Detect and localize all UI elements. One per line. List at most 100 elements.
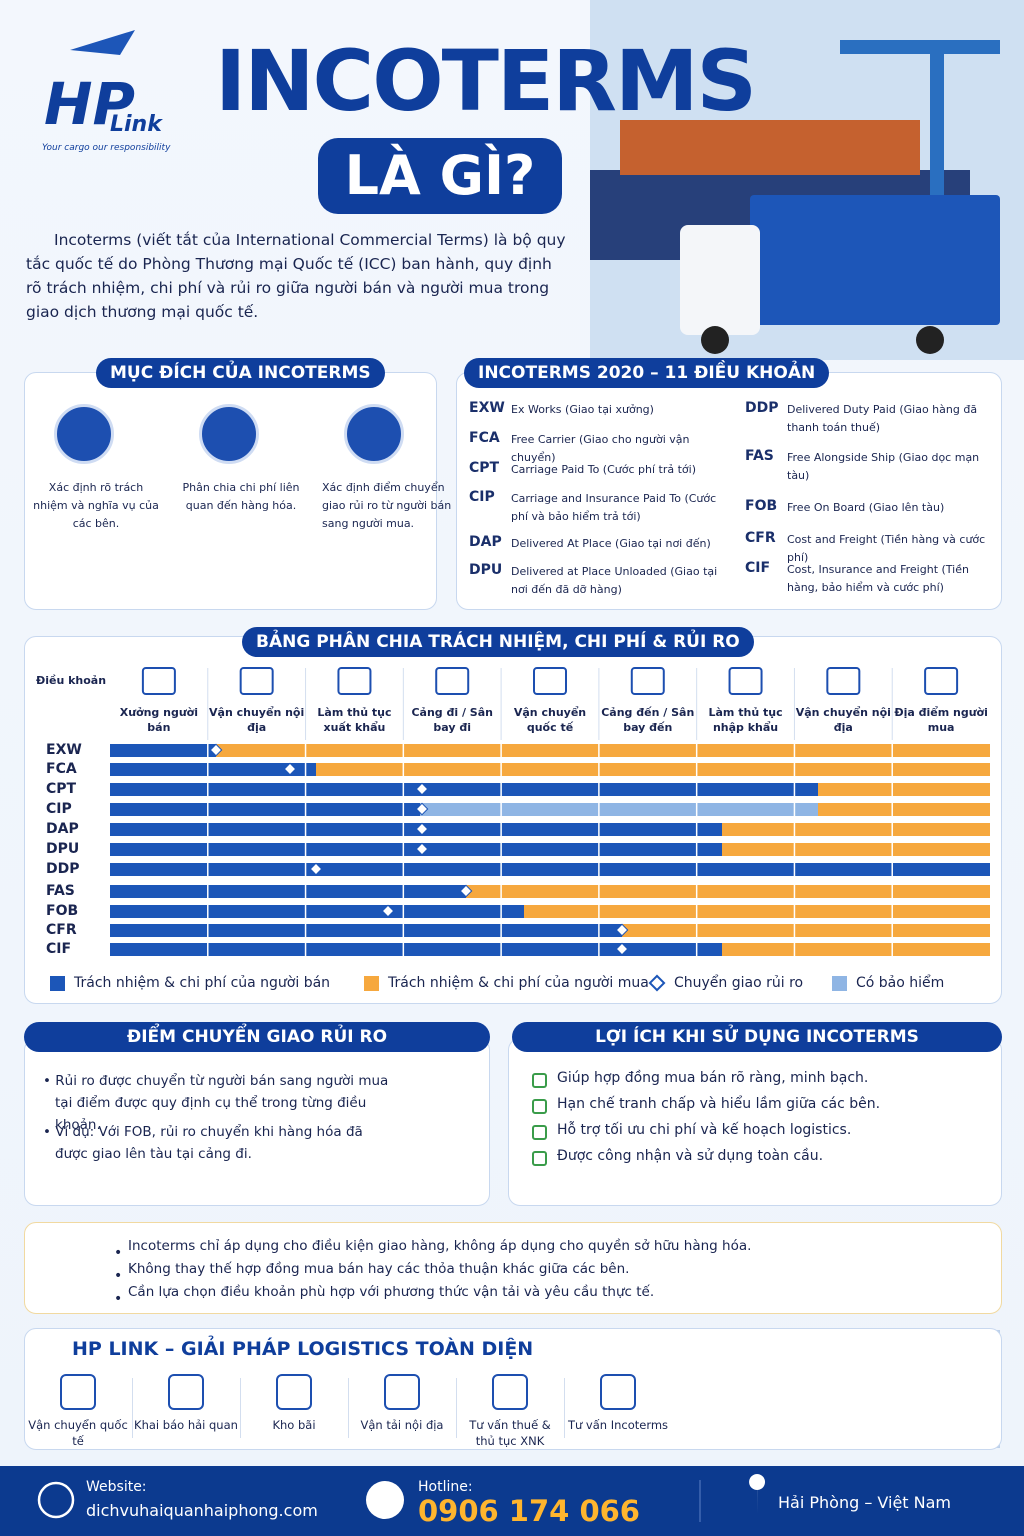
solution-label: Khai báo hải quan [134, 1418, 238, 1432]
risk-diamond [415, 842, 429, 856]
term-code: FCA [469, 430, 500, 446]
purpose-icon [54, 404, 114, 464]
column-icon [630, 667, 665, 695]
crane [930, 40, 944, 240]
risk-diamond [615, 923, 629, 937]
website-label: Website: [86, 1479, 147, 1495]
check-box [532, 1151, 547, 1166]
note-text: Không thay thế hợp đồng mua bán hay các … [128, 1261, 630, 1277]
seller-bar [110, 803, 420, 816]
solution-label: Tư vấn Incoterms [567, 1418, 669, 1432]
risk-diamond [459, 884, 473, 898]
column-icon [924, 667, 959, 695]
containers [620, 120, 920, 175]
risk-diamond [381, 904, 395, 918]
purpose-text: Phân chia chi phí liên quan đến hàng hóa… [182, 481, 300, 512]
hotline: 0906 174 066 [418, 1494, 640, 1528]
term-desc: Free On Board (Giao lên tàu) [787, 501, 945, 514]
column-label: Vận chuyển quốc tế [513, 706, 587, 734]
row-label: FCA [46, 761, 77, 777]
row-label: DPU [46, 841, 80, 857]
column-label: Cảng đến / Sân bay đến [601, 706, 695, 734]
column-icon [141, 667, 176, 695]
row-label: CIP [46, 801, 72, 817]
column-icon [826, 667, 861, 695]
seller-bar [110, 905, 524, 918]
seller-bar [110, 744, 216, 757]
section-title: MỤC ĐÍCH CỦA INCOTERMS [96, 358, 385, 388]
risk-diamond [283, 762, 297, 776]
column-label: Cảng đi / Sân bay đi [411, 706, 493, 734]
seller-bar [110, 823, 722, 836]
term-desc: Delivered Duty Paid (Giao hàng đã thanh … [787, 403, 978, 434]
risk-diamond [615, 942, 629, 956]
seller-bar [110, 863, 990, 876]
risk-bullet: • Rủi ro được chuyển từ người bán sang n… [43, 1073, 389, 1133]
benefit-text: Giúp hợp đồng mua bán rõ ràng, minh bạch… [557, 1070, 869, 1086]
solution-label: Tư vấn thuế & thủ tục XNK [469, 1418, 551, 1448]
purpose-icon [199, 404, 259, 464]
wheel [701, 326, 729, 354]
notes-panel [24, 1222, 1002, 1314]
purpose-text: Xác định rõ trách nhiệm và nghĩa vụ của … [33, 481, 159, 530]
risk-diamond [309, 862, 323, 876]
buyer-bar [110, 744, 990, 757]
wheel [916, 326, 944, 354]
solution-icon [384, 1374, 420, 1410]
term-desc: Delivered at Place Unloaded (Giao tại nơ… [511, 565, 718, 596]
term-code: CPT [469, 460, 500, 476]
solution-divider [456, 1378, 457, 1438]
table-panel [24, 636, 1002, 1004]
note-text: Cần lựa chọn điều khoản phù hợp với phươ… [128, 1284, 655, 1300]
risk-diamond [415, 822, 429, 836]
legend-text: Chuyển giao rủi ro [674, 975, 804, 991]
term-desc: Free Alongside Ship (Giao dọc mạn tàu) [787, 451, 980, 482]
benefits-panel [508, 1038, 1002, 1206]
location: Hải Phòng – Việt Nam [778, 1493, 952, 1512]
terms-panel [456, 372, 1002, 610]
legend-swatch [832, 976, 847, 991]
buyer-bar [110, 763, 990, 776]
term-code: DAP [469, 534, 502, 550]
term-desc: Delivered At Place (Giao tại nơi đến) [511, 537, 711, 550]
row-label: FOB [46, 903, 79, 919]
seller-bar [110, 924, 622, 937]
risk-bullet: • Ví dụ: Với FOB, rủi ro chuyển khi hàng… [43, 1124, 363, 1162]
row-label: FAS [46, 883, 75, 899]
note-bullet: • [114, 1291, 123, 1307]
column-icon [728, 667, 763, 695]
seller-bar [110, 843, 722, 856]
column-icon [337, 667, 372, 695]
purpose-icon [344, 404, 404, 464]
responsibility-table [50, 667, 990, 992]
legend-text: Trách nhiệm & chi phí của người bán [74, 975, 331, 991]
term-code: FAS [745, 448, 774, 464]
column-label: Vận chuyển nội địa [209, 706, 305, 734]
benefit-text: Được công nhận và sử dụng toàn cầu. [557, 1148, 824, 1164]
section-title: BẢNG PHÂN CHIA TRÁCH NHIỆM, CHI PHÍ & RỦ… [242, 627, 754, 657]
row-label: DDP [46, 861, 80, 877]
subtitle: LÀ GÌ? [318, 138, 562, 214]
intro: Incoterms (viết tắt của International Co… [26, 231, 566, 321]
footer-bg [0, 1466, 1024, 1536]
term-desc: Cost and Freight (Tiền hàng và cước phí) [787, 533, 986, 564]
row-label: DAP [46, 821, 79, 837]
term-desc: Cost, Insurance and Freight (Tiền hàng, … [787, 563, 969, 594]
check-box [532, 1099, 547, 1114]
row-label: CIF [46, 941, 72, 957]
term-code: CIP [469, 489, 495, 505]
solution-label: Kho bãi [272, 1418, 316, 1432]
legend-swatch [648, 974, 666, 992]
insurance-bar [420, 803, 818, 816]
row-label: CPT [46, 781, 77, 797]
pin-icon [749, 1474, 766, 1515]
risk-diamond [209, 743, 223, 757]
legend-text: Trách nhiệm & chi phí của người mua [388, 975, 649, 991]
term-code: CIF [745, 560, 771, 576]
phone-icon [366, 1481, 404, 1519]
truck-cab [680, 225, 760, 335]
solution-divider [564, 1378, 565, 1438]
term-desc: Carriage and Insurance Paid To (Cước phí… [511, 492, 717, 523]
section-title: ĐIỂM CHUYỂN GIAO RỦI RO [24, 1022, 490, 1052]
column-icon [435, 667, 470, 695]
